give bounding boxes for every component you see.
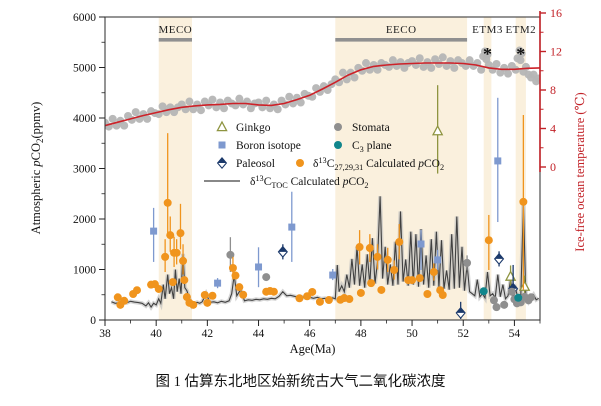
- series-stomata: [226, 237, 536, 312]
- legend-item-paleosol: Paleosol: [216, 156, 275, 170]
- event-labels: MECO EECO ETM3 * ETM2 *: [158, 24, 536, 64]
- svg-text:0: 0: [550, 160, 556, 174]
- svg-text:16: 16: [550, 6, 562, 20]
- band-etm3: [483, 17, 492, 320]
- temperature-curve: [105, 62, 540, 127]
- event-star-etm3: *: [483, 44, 492, 64]
- svg-text:δ13C27,29,31 Calculated pCO2: δ13C27,29,31 Calculated pCO2: [313, 156, 444, 172]
- svg-text:54: 54: [509, 328, 521, 340]
- series-ginkgo: [431, 85, 531, 296]
- event-star-etm2: *: [516, 44, 525, 64]
- svg-text:52: 52: [457, 328, 469, 340]
- svg-text:38: 38: [99, 328, 111, 340]
- svg-text:δ13CTOC Calculated pCO2: δ13CTOC Calculated pCO2: [250, 174, 369, 190]
- svg-text:8: 8: [550, 83, 556, 97]
- y-right-axis-label: Ice-free ocean temperature (℃): [573, 92, 587, 251]
- co2-temperature-chart: MECO EECO ETM3 * ETM2 * 0 1000 2000 3000 4000 5000 6…: [29, 6, 587, 356]
- figure-caption: 图 1 估算东北地区始新统古大气二氧化碳浓度: [155, 374, 446, 390]
- series-biomarker-co2: [113, 114, 528, 309]
- x-axis-label: Age(Ma): [290, 342, 336, 356]
- legend-item-biomarker-co2: δ13C27,29,31 Calculated pCO2: [296, 156, 444, 172]
- event-label-eeco: EECO: [386, 24, 417, 36]
- band-etm2: [515, 17, 526, 320]
- svg-text:5000: 5000: [73, 63, 96, 75]
- svg-text:46: 46: [304, 328, 316, 340]
- svg-text:1000: 1000: [73, 265, 96, 277]
- legend-item-c3-plane: C3 plane: [334, 140, 392, 154]
- svg-text:44: 44: [253, 328, 265, 340]
- legend-item-toc-line: δ13CTOC Calculated pCO2: [204, 174, 369, 190]
- legend-item-stomata: Stomata: [334, 122, 390, 134]
- event-label-etm2: ETM2: [505, 24, 536, 36]
- svg-text:Stomata: Stomata: [352, 122, 390, 134]
- svg-text:4000: 4000: [73, 113, 96, 125]
- svg-text:50: 50: [406, 328, 418, 340]
- svg-text:Boron isotope: Boron isotope: [236, 140, 301, 152]
- left-axis: 0 1000 2000 3000 4000 5000 6000 Atmospheric pCO…: [29, 12, 105, 327]
- svg-text:Paleosol: Paleosol: [236, 158, 275, 170]
- svg-text:40: 40: [150, 328, 162, 340]
- legend: Ginkgo Stomata Boron isotope C3 plane Paleos…: [204, 120, 444, 190]
- event-label-meco: MECO: [158, 24, 192, 36]
- temperature-dots: [105, 46, 540, 131]
- series-paleosol: [277, 244, 519, 319]
- event-label-etm3: ETM3: [472, 24, 503, 36]
- legend-item-boron-isotope: Boron isotope: [218, 140, 301, 152]
- series-boron-isotope: [150, 97, 502, 289]
- svg-text:2000: 2000: [73, 214, 96, 226]
- svg-text:C3 plane: C3 plane: [352, 140, 392, 154]
- y-left-axis-label: Atmospheric pCO2(ppmv): [29, 102, 45, 235]
- svg-text:0: 0: [90, 315, 96, 327]
- series-c3-plane: [479, 287, 523, 302]
- legend-item-ginkgo: Ginkgo: [216, 120, 271, 134]
- svg-text:12: 12: [550, 45, 562, 59]
- svg-text:6000: 6000: [73, 12, 96, 24]
- right-axis: 0 4 8 12 16 Ice-free ocean temperature (℃): [539, 6, 587, 252]
- svg-text:Ginkgo: Ginkgo: [236, 122, 271, 134]
- svg-text:48: 48: [355, 328, 367, 340]
- toc-line: [110, 196, 540, 311]
- svg-text:42: 42: [202, 328, 214, 340]
- svg-text:3000: 3000: [73, 164, 96, 176]
- svg-text:4: 4: [550, 122, 556, 136]
- x-axis: 38 40 42 44 46 48 50 52 54 Age(Ma): [99, 320, 541, 356]
